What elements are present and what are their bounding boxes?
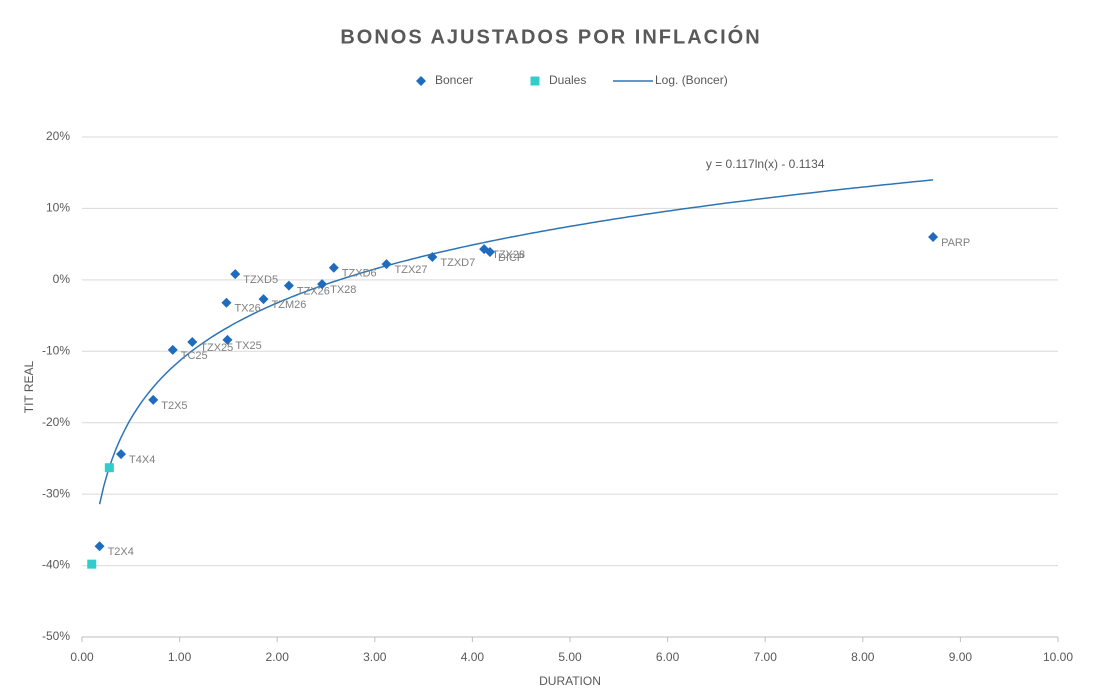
y-tick-label: 10% [46,201,70,215]
x-tick-label: 1.00 [168,650,192,664]
x-axis-label: DURATION [539,674,601,688]
point-label: TX26 [234,303,260,315]
point [258,294,269,305]
point [94,541,105,552]
x-tick-label: 0.00 [70,650,94,664]
point-label: TZM26 [272,299,307,311]
x-tick-label: 2.00 [266,650,290,664]
point-label: TX25 [235,340,261,352]
point [104,463,114,473]
point [167,344,178,355]
point-label: TZXD6 [342,268,377,280]
point-label: T4X4 [129,454,155,466]
point-label: TC25 [181,350,208,362]
x-tick-label: 4.00 [461,650,485,664]
point [116,449,127,460]
point-label: TX28 [330,284,356,296]
point [187,337,198,347]
point-label: T2X4 [108,546,134,558]
y-axis-label: TIT REAL [22,360,36,413]
x-tick-label: 6.00 [656,650,680,664]
y-tick-label: -30% [42,486,70,500]
x-tick-label: 9.00 [949,650,973,664]
point [427,252,438,262]
point-label: TZXD7 [440,257,475,269]
point-label: T2X5 [161,400,187,412]
x-tick-label: 5.00 [558,650,582,664]
point [148,394,159,405]
point [381,259,392,270]
x-tick-label: 10.00 [1043,650,1073,664]
x-tick-label: 7.00 [754,650,778,664]
legend-label: Duales [549,73,586,87]
trendline-equation: y = 0.117ln(x) - 0.1134 [706,157,825,171]
point [221,297,232,308]
legend-marker [530,76,540,86]
point-label: TZX26 [297,285,330,297]
point-label: DICP [498,252,524,264]
point [87,559,97,569]
point-label: PARP [941,237,970,249]
legend-label: Log. (Boncer) [655,73,728,87]
y-tick-label: 0% [53,272,71,286]
point-label: TZX25 [200,342,233,354]
point-label: TZXD5 [243,274,278,286]
trendline [98,179,934,505]
point [328,262,339,273]
point-label: TZX27 [395,264,428,276]
point [283,280,294,291]
y-tick-label: -40% [42,558,70,572]
x-tick-label: 3.00 [363,650,387,664]
y-tick-label: -20% [42,415,70,429]
point [317,279,328,290]
point-label: TZX28 [492,249,525,261]
legend-label: Boncer [435,73,473,87]
chart-title: BONOS AJUSTADOS POR INFLACIÓN [340,24,761,48]
point [230,269,241,280]
point [484,247,495,257]
y-tick-label: 20% [46,129,70,143]
point [222,334,233,345]
y-tick-label: -10% [42,343,70,357]
y-tick-label: -50% [42,629,70,643]
legend-marker [416,76,426,86]
point [928,232,939,242]
x-tick-label: 8.00 [851,650,875,664]
